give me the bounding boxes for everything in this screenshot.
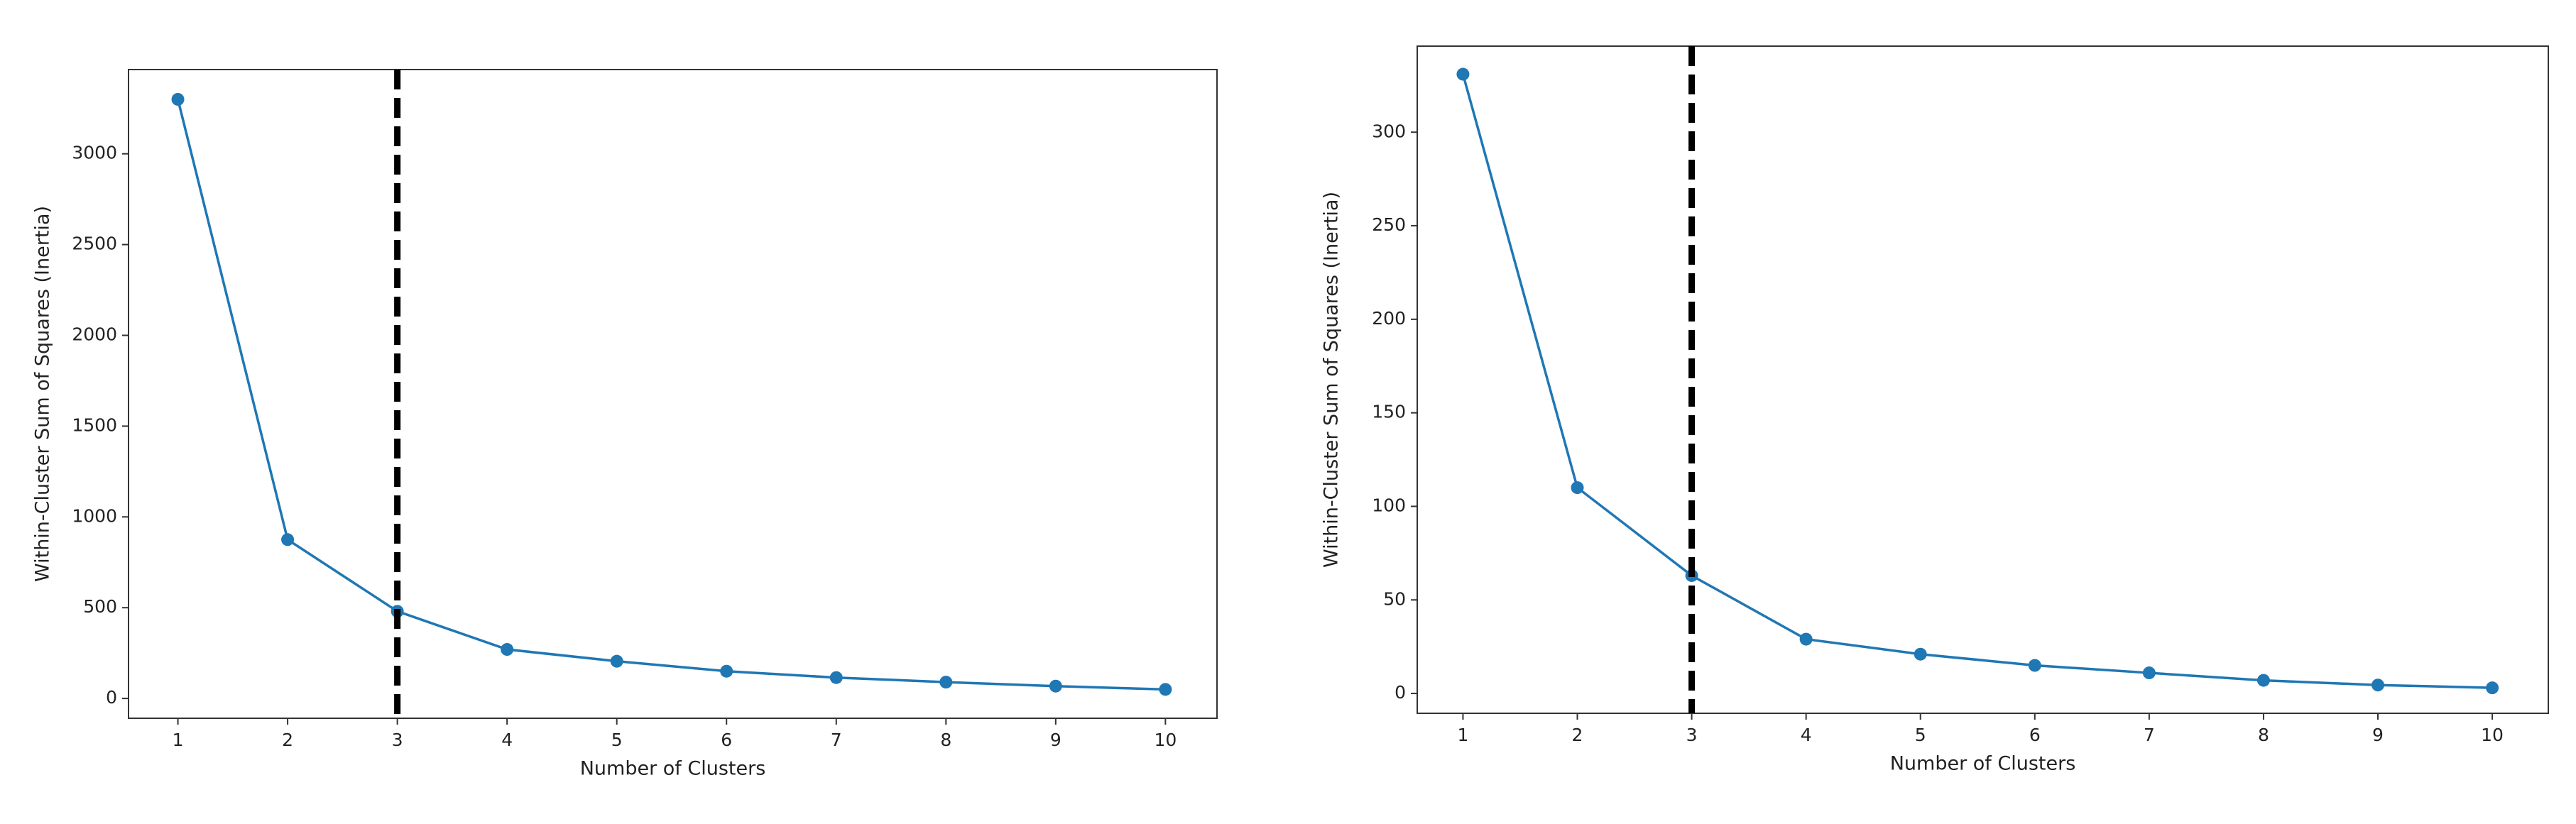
x-tick-label: 3 — [392, 730, 403, 750]
y-tick-label: 0 — [106, 687, 117, 708]
data-point — [829, 671, 843, 684]
data-point — [281, 533, 295, 546]
x-tick-label: 7 — [831, 730, 842, 750]
data-point — [1799, 632, 1813, 646]
y-axis-label: Within-Cluster Sum of Squares (Inertia) — [32, 206, 54, 582]
data-point — [2028, 659, 2041, 672]
y-tick-label: 1000 — [72, 505, 117, 526]
x-tick-label: 9 — [1050, 730, 1061, 750]
data-point — [1456, 67, 1470, 81]
x-tick-label: 10 — [2481, 725, 2504, 745]
x-axis-label: Number of Clusters — [1890, 753, 2076, 775]
data-point — [939, 676, 953, 689]
y-tick-label: 200 — [1372, 308, 1406, 329]
x-tick-label: 6 — [2029, 725, 2041, 745]
x-tick-label: 4 — [501, 730, 513, 750]
data-line — [1461, 74, 2493, 689]
y-tick-label: 300 — [1372, 121, 1406, 141]
plot-area — [128, 69, 1218, 719]
x-axis-label: Number of Clusters — [580, 758, 766, 780]
x-tick-label: 4 — [1801, 725, 1812, 745]
data-point — [720, 664, 733, 678]
y-tick-label: 2500 — [72, 234, 117, 254]
x-tick-label: 8 — [2258, 725, 2269, 745]
x-tick-label: 1 — [173, 730, 184, 750]
x-tick-label: 2 — [282, 730, 293, 750]
y-tick-label: 3000 — [72, 143, 117, 163]
x-tick-label: 6 — [721, 730, 732, 750]
data-line — [176, 99, 1166, 691]
y-tick-label: 100 — [1372, 495, 1406, 515]
x-tick-label: 9 — [2372, 725, 2384, 745]
x-tick-label: 1 — [1457, 725, 1468, 745]
data-point — [1571, 481, 1584, 495]
x-tick-label: 5 — [1915, 725, 1926, 745]
data-point — [171, 92, 185, 106]
data-point — [2486, 681, 2499, 695]
y-axis-label: Within-Cluster Sum of Squares (Inertia) — [1321, 192, 1343, 568]
data-point — [2372, 679, 2385, 692]
data-point — [501, 643, 514, 657]
plot-area — [1417, 45, 2549, 714]
y-tick-label: 2000 — [72, 324, 117, 345]
y-tick-label: 1500 — [72, 414, 117, 435]
x-tick-label: 5 — [611, 730, 623, 750]
y-tick-label: 0 — [1395, 682, 1406, 703]
x-tick-label: 7 — [2144, 725, 2155, 745]
data-point — [1049, 679, 1062, 693]
x-tick-label: 3 — [1686, 725, 1698, 745]
data-point — [1914, 647, 1927, 661]
x-tick-label: 2 — [1572, 725, 1583, 745]
data-point — [2256, 674, 2270, 687]
y-tick-label: 500 — [83, 596, 117, 617]
y-tick-label: 250 — [1372, 214, 1406, 235]
data-point — [1159, 683, 1172, 696]
y-tick-label: 150 — [1372, 402, 1406, 422]
data-point — [610, 654, 623, 668]
x-tick-label: 10 — [1154, 730, 1177, 750]
data-point — [2142, 666, 2156, 680]
y-tick-label: 50 — [1383, 588, 1406, 609]
x-tick-label: 8 — [940, 730, 951, 750]
